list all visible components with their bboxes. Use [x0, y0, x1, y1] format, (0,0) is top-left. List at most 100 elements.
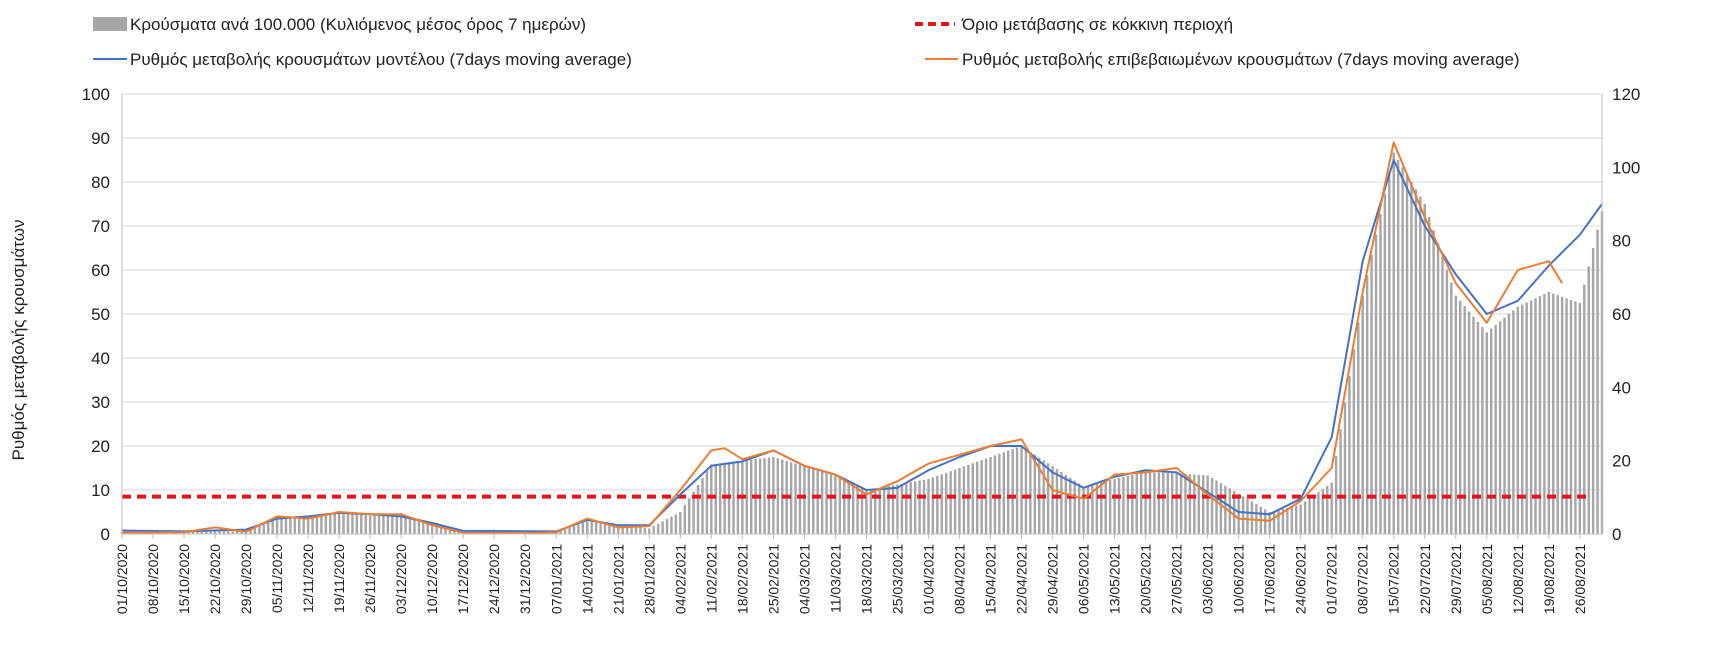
- bar: [617, 524, 620, 534]
- bar: [231, 531, 234, 534]
- bar: [869, 489, 873, 534]
- bar: [1122, 476, 1125, 534]
- bar: [577, 524, 580, 534]
- x-tick-label: 28/01/2021: [641, 544, 657, 614]
- bar: [1512, 310, 1515, 534]
- bar: [687, 498, 691, 534]
- bar: [1507, 314, 1511, 534]
- y2-tick-label: 120: [1612, 85, 1640, 104]
- bar: [1498, 321, 1502, 534]
- bar: [1069, 477, 1072, 534]
- x-tick-label: 31/12/2020: [517, 544, 533, 614]
- y2-tick-label: 60: [1612, 305, 1631, 324]
- bar: [1104, 481, 1107, 534]
- bar: [333, 512, 336, 534]
- bar: [1494, 325, 1497, 534]
- bar: [342, 512, 345, 534]
- bar: [404, 516, 407, 534]
- bar: [1091, 484, 1094, 534]
- bar: [453, 529, 456, 534]
- y-tick-label: 10: [91, 481, 110, 500]
- x-tick-label: 29/04/2021: [1045, 544, 1061, 614]
- bar: [240, 531, 243, 534]
- bar: [967, 464, 970, 534]
- bar: [1388, 173, 1391, 534]
- x-tick-label: 05/08/2021: [1479, 544, 1495, 614]
- bar: [1250, 501, 1254, 534]
- bar: [1272, 510, 1276, 534]
- bar: [306, 515, 310, 534]
- y-tick-label: 0: [101, 525, 110, 544]
- bar: [1374, 234, 1378, 534]
- bar: [1020, 446, 1023, 534]
- bar: [922, 479, 926, 534]
- bar: [1490, 328, 1493, 534]
- bar: [1317, 492, 1320, 534]
- bar: [1339, 429, 1342, 534]
- y-axis-title: Ρυθμός μεταβολής κρουσμάτων: [9, 220, 28, 461]
- bar: [258, 526, 261, 534]
- bar: [368, 515, 372, 534]
- bar: [444, 527, 447, 534]
- x-tick-label: 24/06/2021: [1293, 544, 1309, 614]
- bar: [581, 522, 585, 534]
- bar: [253, 527, 257, 534]
- bar: [1578, 303, 1582, 534]
- bar: [674, 514, 678, 534]
- x-tick-label: 03/12/2020: [393, 544, 409, 614]
- bar: [776, 458, 780, 534]
- bar: [1219, 483, 1223, 534]
- bar: [324, 513, 328, 534]
- bar: [1423, 204, 1426, 534]
- bar: [643, 527, 647, 534]
- bar: [209, 531, 212, 534]
- x-tick-label: 24/12/2020: [486, 544, 502, 614]
- bar: [355, 514, 359, 534]
- bar: [816, 470, 819, 534]
- bar: [971, 463, 974, 534]
- bar: [417, 520, 421, 534]
- bar: [249, 529, 252, 534]
- x-tick-label: 11/03/2021: [827, 544, 843, 613]
- x-tick-label: 15/07/2021: [1386, 544, 1402, 614]
- bar: [298, 516, 301, 534]
- bar: [1565, 298, 1568, 534]
- bar: [222, 531, 226, 534]
- legend-label-confirmed: Ρυθμός μεταβολής επιβεβαιωμένων κρουσμάτ…: [962, 50, 1520, 69]
- bar: [594, 522, 598, 534]
- bar: [1405, 174, 1409, 534]
- bar: [874, 488, 877, 534]
- bar: [1458, 300, 1462, 534]
- bar: [1086, 485, 1090, 534]
- bar: [865, 490, 868, 534]
- bar: [1277, 509, 1280, 534]
- bar: [882, 486, 886, 534]
- bar: [1184, 474, 1187, 534]
- bar: [1144, 471, 1147, 534]
- bar: [1233, 491, 1236, 534]
- bar: [1419, 196, 1422, 534]
- bar: [1525, 302, 1528, 534]
- bar: [373, 515, 376, 534]
- bar: [204, 531, 208, 534]
- bar: [1574, 301, 1577, 534]
- bar: [1290, 506, 1294, 534]
- bar: [382, 515, 385, 534]
- x-tick-label: 25/02/2021: [765, 544, 781, 614]
- bar: [612, 524, 616, 534]
- bar: [1201, 475, 1205, 534]
- x-axis: 01/10/2020 08/10/2020 15/10/2020 22/10/2020…: [114, 534, 1588, 614]
- y-tick-label: 80: [91, 173, 110, 192]
- bar: [1170, 473, 1174, 534]
- bar: [648, 528, 651, 534]
- bar: [634, 526, 638, 534]
- bar: [665, 519, 669, 534]
- bar: [1015, 447, 1019, 534]
- bar: [1427, 217, 1431, 534]
- x-tick-label: 18/03/2021: [858, 544, 874, 614]
- y2-tick-label: 20: [1612, 452, 1631, 471]
- x-tick-label: 07/01/2021: [548, 544, 564, 614]
- bar: [262, 524, 266, 534]
- bar: [905, 482, 908, 534]
- bar: [1241, 496, 1245, 534]
